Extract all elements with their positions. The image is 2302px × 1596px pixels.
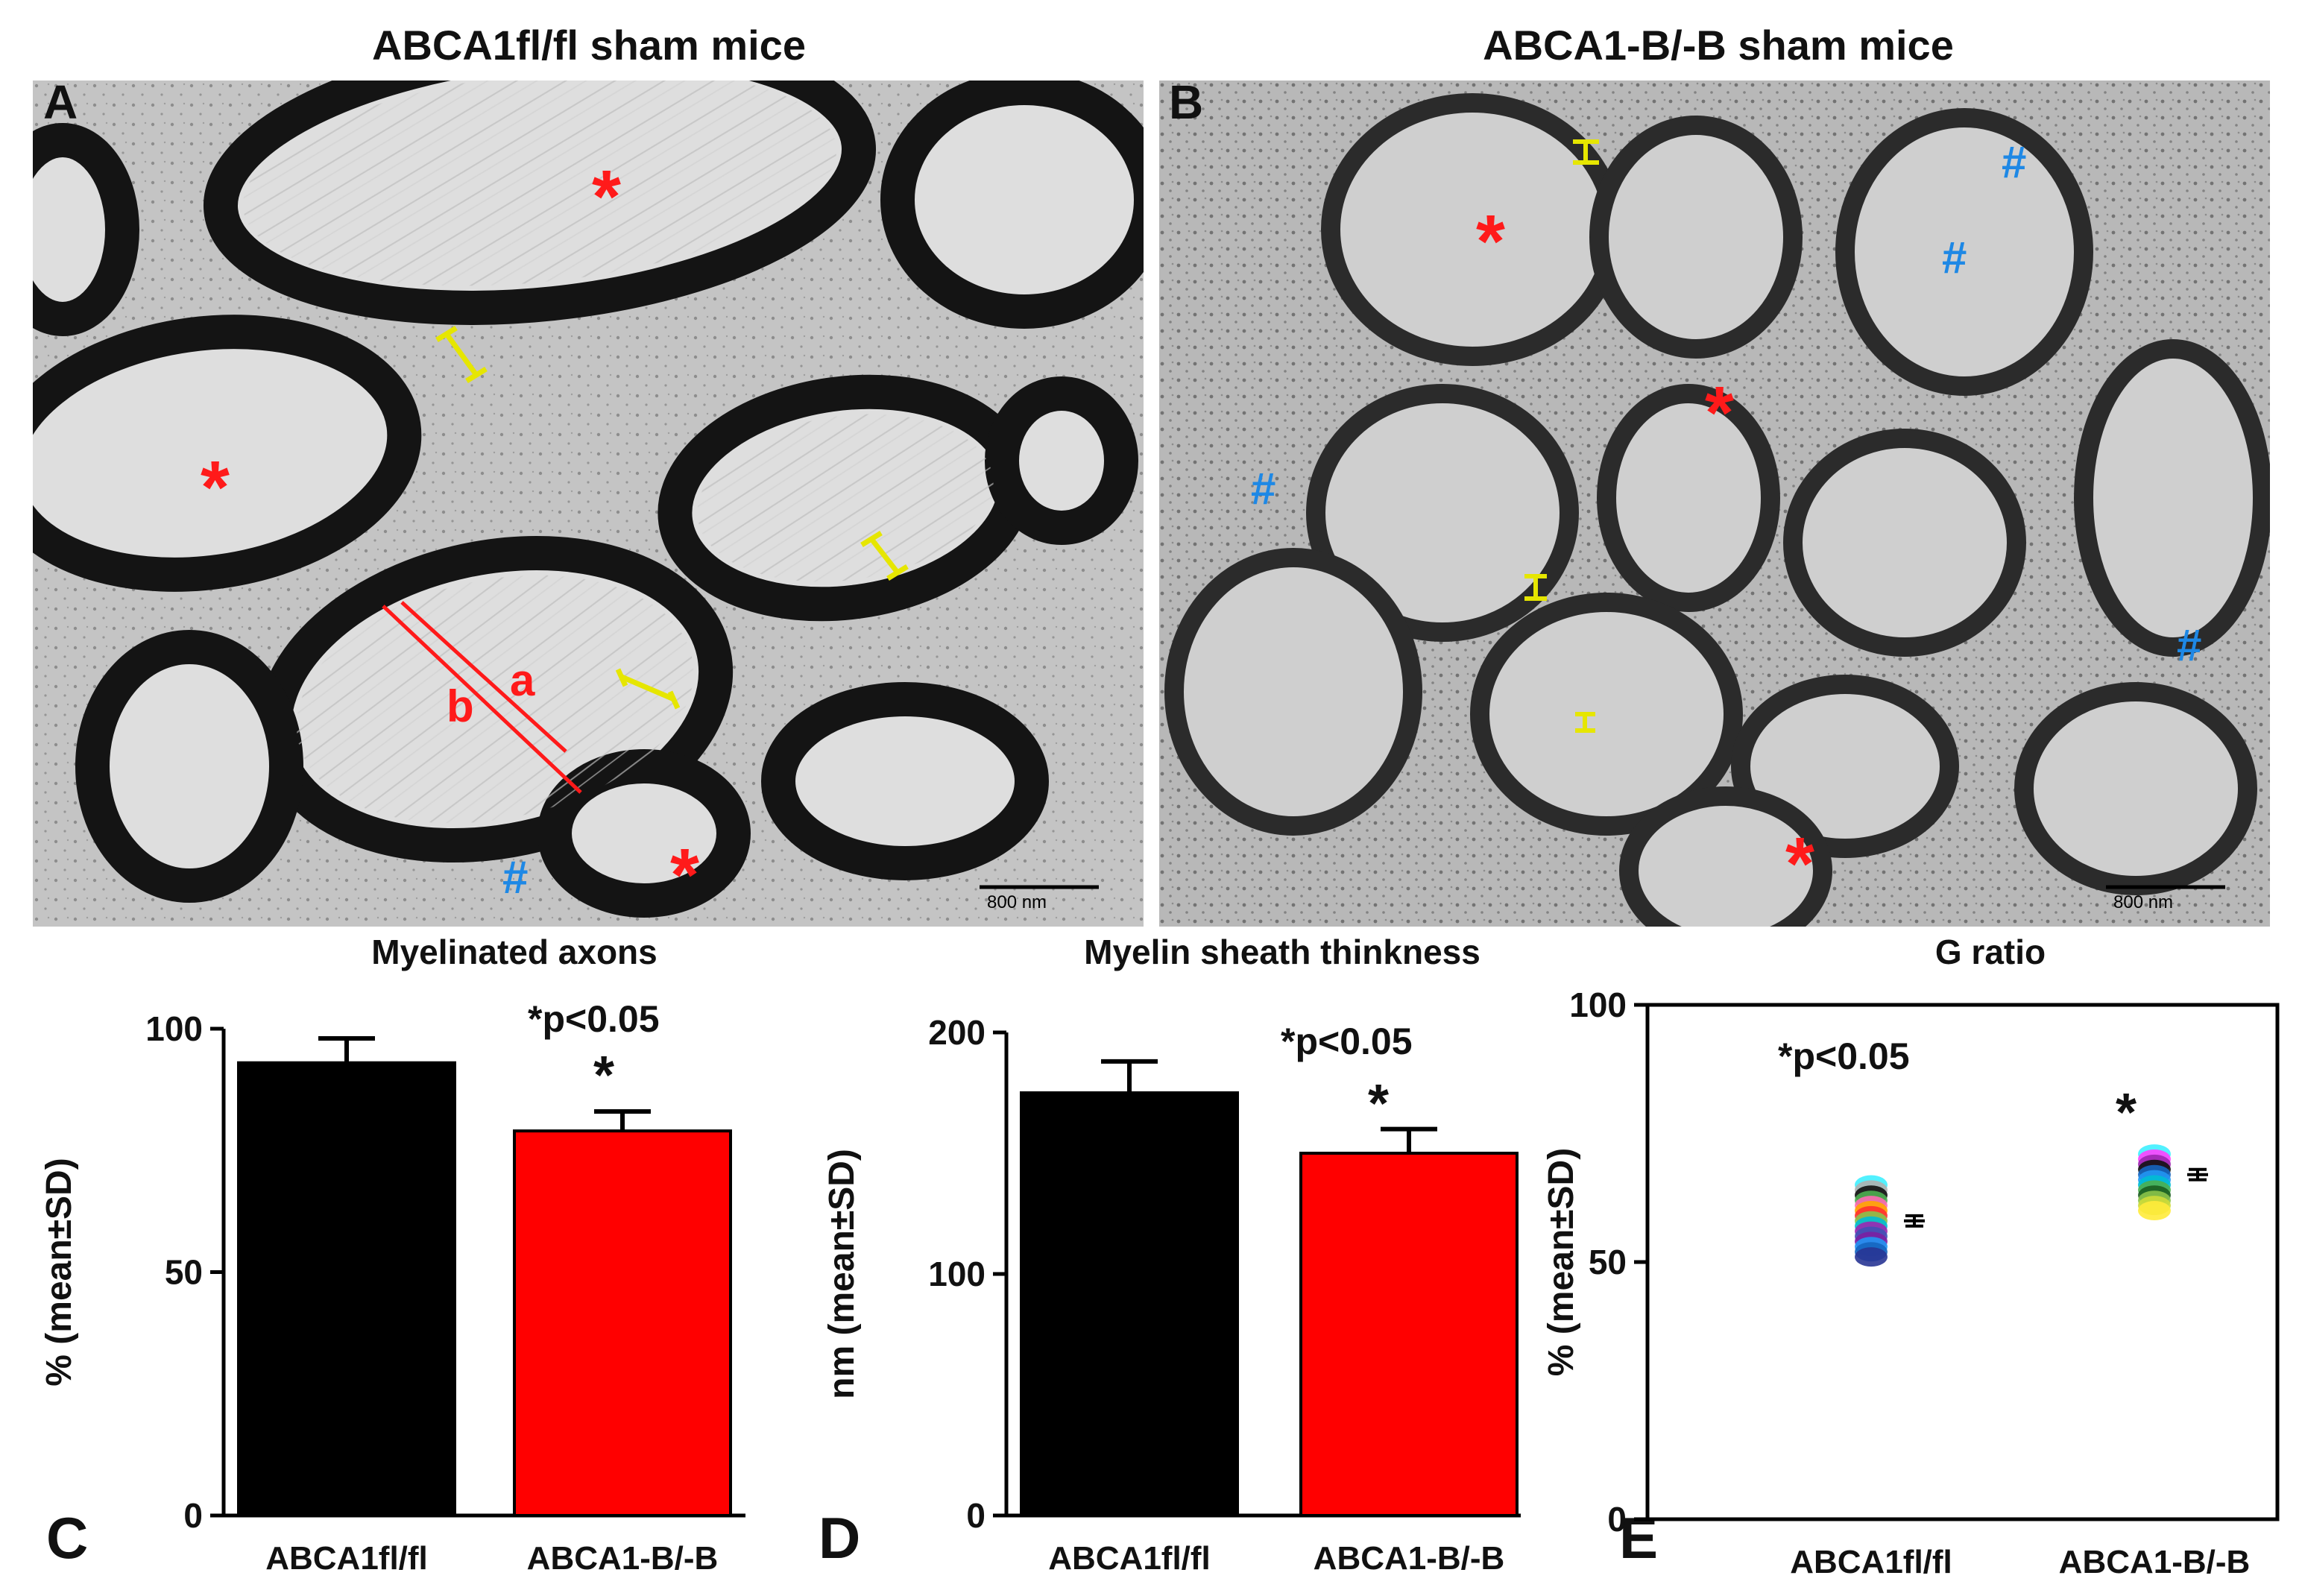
- scale-bar-a: 800 nm: [987, 892, 1047, 912]
- chart-d-title: Myelin sheath thinkness: [1084, 933, 1480, 971]
- em-image-panel-b: * * * # # # # 800 nm: [1159, 81, 2270, 927]
- bar: [513, 1129, 732, 1517]
- y-axis-label: nm (mean±SD): [822, 1149, 862, 1399]
- chart-e-star: *: [2116, 1083, 2137, 1143]
- data-point: [2138, 1201, 2171, 1220]
- y-tick-label: 0: [966, 1496, 986, 1535]
- chart-e: 0 50 100 % (mean±SD) ABCA1fl/fl ABCA1-B/-B: [1542, 985, 2280, 1580]
- y-tick-label: 50: [1589, 1243, 1627, 1281]
- label-b: b: [447, 681, 474, 731]
- chart-e-significance: *p<0.05: [1778, 1035, 1910, 1077]
- chart-d-star: *: [1368, 1074, 1390, 1134]
- panel-b-title: ABCA1-B/-B sham mice: [1483, 22, 1954, 69]
- unmyelinated-marker: #: [1251, 464, 1275, 514]
- data-point: [1855, 1247, 1888, 1267]
- x-tick-label: ABCA1-B/-B: [1314, 1540, 1505, 1577]
- x-tick-label: ABCA1fl/fl: [1790, 1544, 1952, 1580]
- em-image-panel-a: a b * * * # 800 nm: [33, 81, 1144, 927]
- chart-d: 0 100 200 nm (mean±SD) ABCA1fl/fl ABCA1-B/-B: [822, 1013, 1521, 1577]
- label-a: a: [510, 655, 535, 705]
- y-tick-label: 0: [183, 1496, 203, 1535]
- unmyelinated-marker: #: [2002, 137, 2026, 187]
- chart-e-title: G ratio: [1934, 933, 2046, 971]
- panel-letter-d: D: [819, 1505, 861, 1571]
- myelinated-marker: *: [1785, 822, 1814, 906]
- panel-letter-c: C: [46, 1505, 89, 1571]
- chart-d-significance: *p<0.05: [1281, 1021, 1413, 1062]
- plot-frame: [1645, 1003, 2280, 1521]
- y-tick-label: 50: [165, 1253, 203, 1292]
- myelinated-marker: *: [670, 833, 699, 917]
- scale-bar-b: 800 nm: [2113, 892, 2173, 912]
- y-tick-label: 100: [928, 1255, 986, 1293]
- y-tick-label: 100: [1569, 985, 1627, 1024]
- x-tick-label: ABCA1-B/-B: [527, 1540, 719, 1577]
- unmyelinated-marker: #: [2177, 620, 2201, 670]
- panel-letter-a: A: [43, 75, 78, 129]
- x-tick-label: ABCA1-B/-B: [2059, 1544, 2251, 1580]
- chart-c-star: *: [593, 1046, 615, 1105]
- myelinated-marker: *: [592, 155, 621, 239]
- y-axis-label: % (mean±SD): [40, 1158, 79, 1386]
- bar: [1299, 1152, 1519, 1517]
- myelinated-marker: *: [201, 446, 230, 529]
- chart-c-title: Myelinated axons: [371, 933, 658, 971]
- x-tick-label: ABCA1fl/fl: [1048, 1540, 1211, 1577]
- y-tick-label: 200: [928, 1013, 986, 1052]
- unmyelinated-marker: #: [502, 852, 528, 903]
- panel-a-title: ABCA1fl/fl sham mice: [372, 22, 806, 69]
- bar: [237, 1061, 456, 1517]
- y-tick-label: 0: [1607, 1500, 1627, 1539]
- x-tick-label: ABCA1fl/fl: [265, 1540, 428, 1577]
- chart-c: 0 50 100 % (mean±SD) ABCA1fl/fl ABCA1-B/-B: [40, 1009, 745, 1577]
- bar: [1020, 1091, 1239, 1517]
- panel-letter-b: B: [1169, 75, 1204, 129]
- myelinated-marker: *: [1705, 371, 1734, 455]
- panel-letter-e: E: [1619, 1505, 1659, 1571]
- unmyelinated-marker: #: [1942, 233, 1967, 283]
- chart-c-significance: *p<0.05: [528, 998, 660, 1040]
- myelinated-marker: *: [1476, 200, 1505, 283]
- y-tick-label: 100: [145, 1009, 203, 1048]
- y-axis-label: % (mean±SD): [1542, 1148, 1581, 1376]
